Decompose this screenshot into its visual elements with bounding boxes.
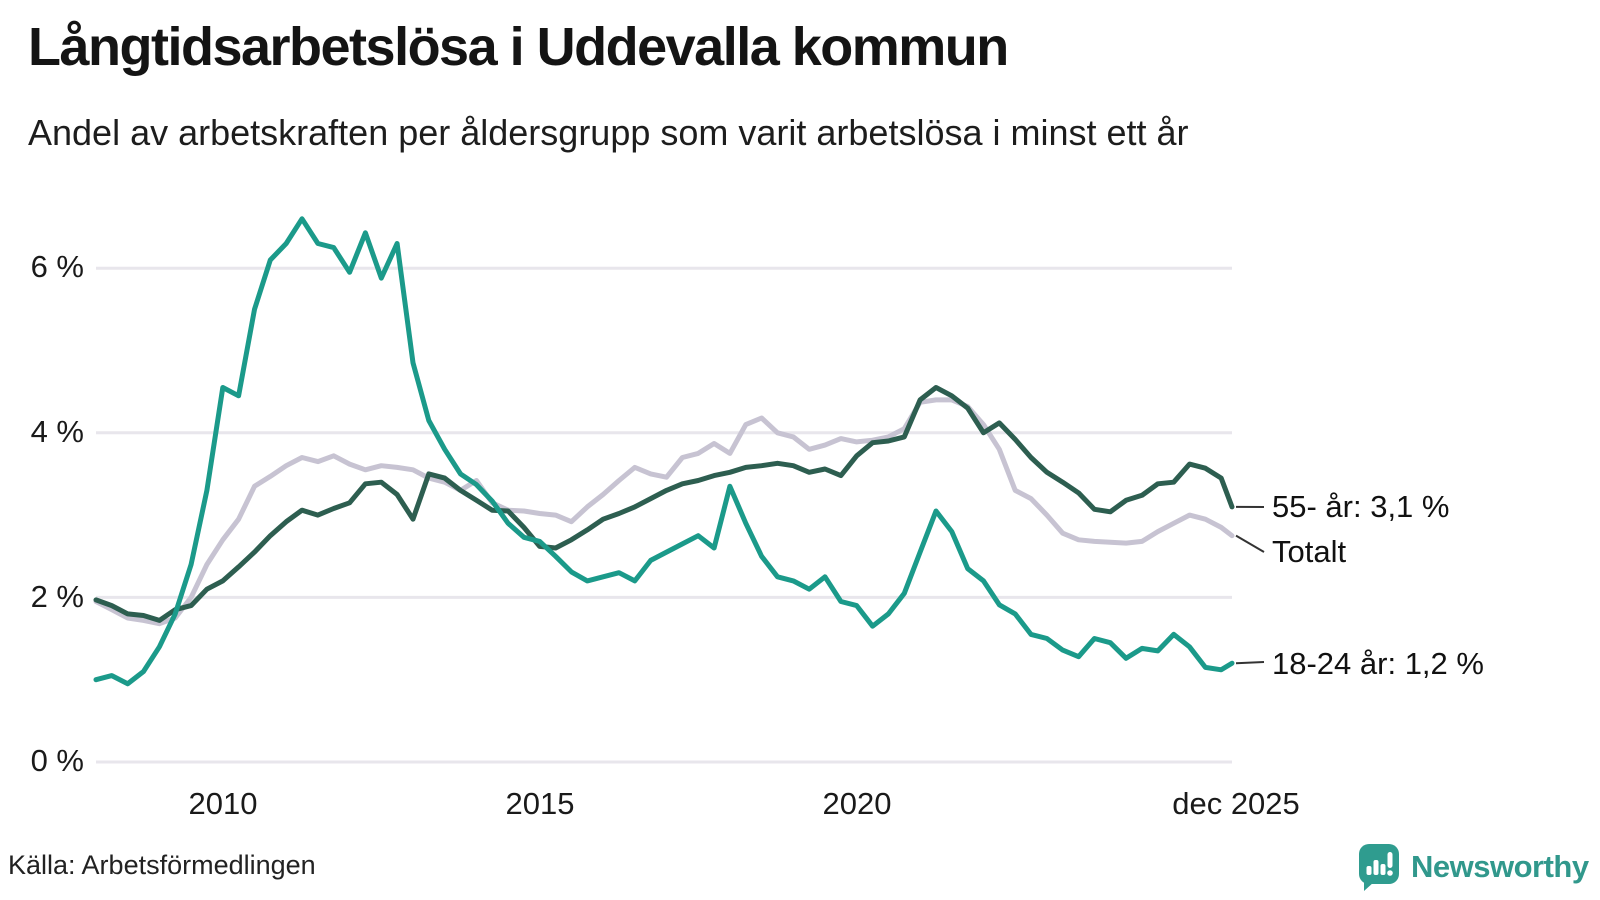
y-axis-tick-0: 0 % xyxy=(30,743,84,778)
series-label-totalt: Totalt xyxy=(1272,534,1347,569)
y-axis-tick-6: 6 % xyxy=(30,249,84,284)
series-label-18-24-ar: 18-24 år: 1,2 % xyxy=(1272,646,1484,681)
chart-subtitle: Andel av arbetskraften per åldersgrupp s… xyxy=(28,112,1189,153)
series-line-0 xyxy=(93,397,1235,627)
x-axis-tick-2010: 2010 xyxy=(188,786,258,821)
x-axis-tick-2015: 2015 xyxy=(505,786,575,821)
source-label: Källa: Arbetsförmedlingen xyxy=(8,850,316,880)
x-axis-tick-dec-2025: dec 2025 xyxy=(1172,786,1300,821)
x-axis-tick-2020: 2020 xyxy=(822,786,892,821)
newsworthy-logo: Newsworthy xyxy=(1356,842,1589,892)
newsworthy-logo-text: Newsworthy xyxy=(1411,849,1589,884)
series-label-55-ar: 55- år: 3,1 % xyxy=(1272,489,1450,524)
chart-title: Långtidsarbetslösa i Uddevalla kommun xyxy=(28,17,1009,77)
series-line-2 xyxy=(93,216,1235,687)
annotation-leader-2 xyxy=(1235,661,1265,665)
y-axis-tick-2: 2 % xyxy=(30,579,84,614)
annotation-leader-0 xyxy=(1235,534,1265,553)
newsworthy-logo-icon xyxy=(1359,844,1399,891)
y-axis-tick-4: 4 % xyxy=(30,414,84,449)
series-line-1 xyxy=(93,385,1235,623)
